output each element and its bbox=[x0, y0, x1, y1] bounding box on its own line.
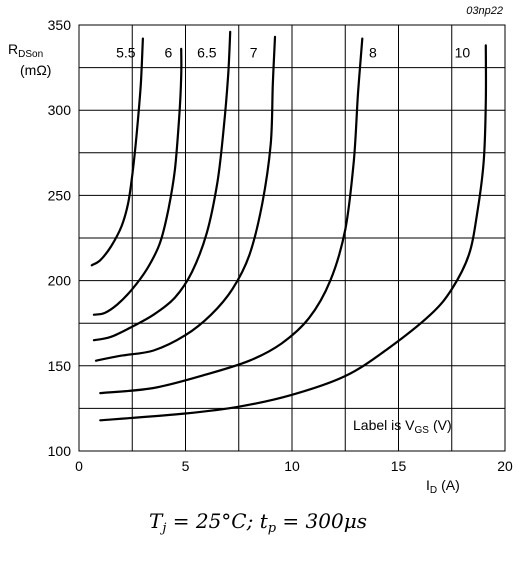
figure-reference: 03np22 bbox=[466, 5, 503, 17]
x-tick-label: 5 bbox=[182, 458, 190, 474]
x-tick-label: 15 bbox=[391, 458, 407, 474]
curve-labels: 5.5 6 6.5 7 8 10 bbox=[116, 44, 470, 60]
curve-label-vgs: 6 bbox=[165, 44, 173, 60]
curve-label-vgs: 5.5 bbox=[116, 44, 136, 60]
y-tick-label: 250 bbox=[48, 187, 72, 203]
x-tick-labels: 0 5 10 15 20 bbox=[75, 458, 513, 474]
curve-vgs-7 bbox=[94, 35, 277, 362]
y-axis-unit: (mΩ) bbox=[20, 62, 51, 78]
vgs-label-note: Label is VGS (V) bbox=[353, 417, 452, 436]
curve-vgs-10 bbox=[99, 44, 488, 422]
curve-label-vgs: 8 bbox=[369, 44, 377, 60]
curve-vgs-8 bbox=[99, 37, 364, 395]
plot-frame bbox=[78, 24, 506, 452]
y-tick-label: 350 bbox=[48, 17, 72, 33]
x-tick-label: 10 bbox=[284, 458, 300, 474]
y-tick-label: 150 bbox=[48, 358, 72, 374]
y-tick-labels: 100 150 200 250 300 350 bbox=[48, 17, 72, 459]
y-axis-label: RDSon bbox=[8, 41, 43, 60]
y-tick-label: 300 bbox=[48, 102, 72, 118]
grid-lines bbox=[79, 25, 505, 451]
test-conditions-caption: Tj = 25°C; tp = 300μs bbox=[149, 509, 367, 536]
curve-vgs-6-5 bbox=[92, 30, 232, 342]
curve-vgs-6 bbox=[92, 47, 183, 316]
curve-label-vgs: 10 bbox=[455, 44, 471, 60]
curves bbox=[90, 30, 488, 422]
y-tick-label: 100 bbox=[48, 443, 72, 459]
curve-label-vgs: 7 bbox=[250, 44, 258, 60]
y-tick-label: 200 bbox=[48, 273, 72, 289]
x-axis-label: ID (A) bbox=[426, 477, 460, 496]
curve-label-vgs: 6.5 bbox=[197, 44, 217, 60]
x-tick-label: 0 bbox=[75, 458, 83, 474]
x-tick-label: 20 bbox=[497, 458, 513, 474]
curve-vgs-5-5 bbox=[90, 37, 144, 267]
